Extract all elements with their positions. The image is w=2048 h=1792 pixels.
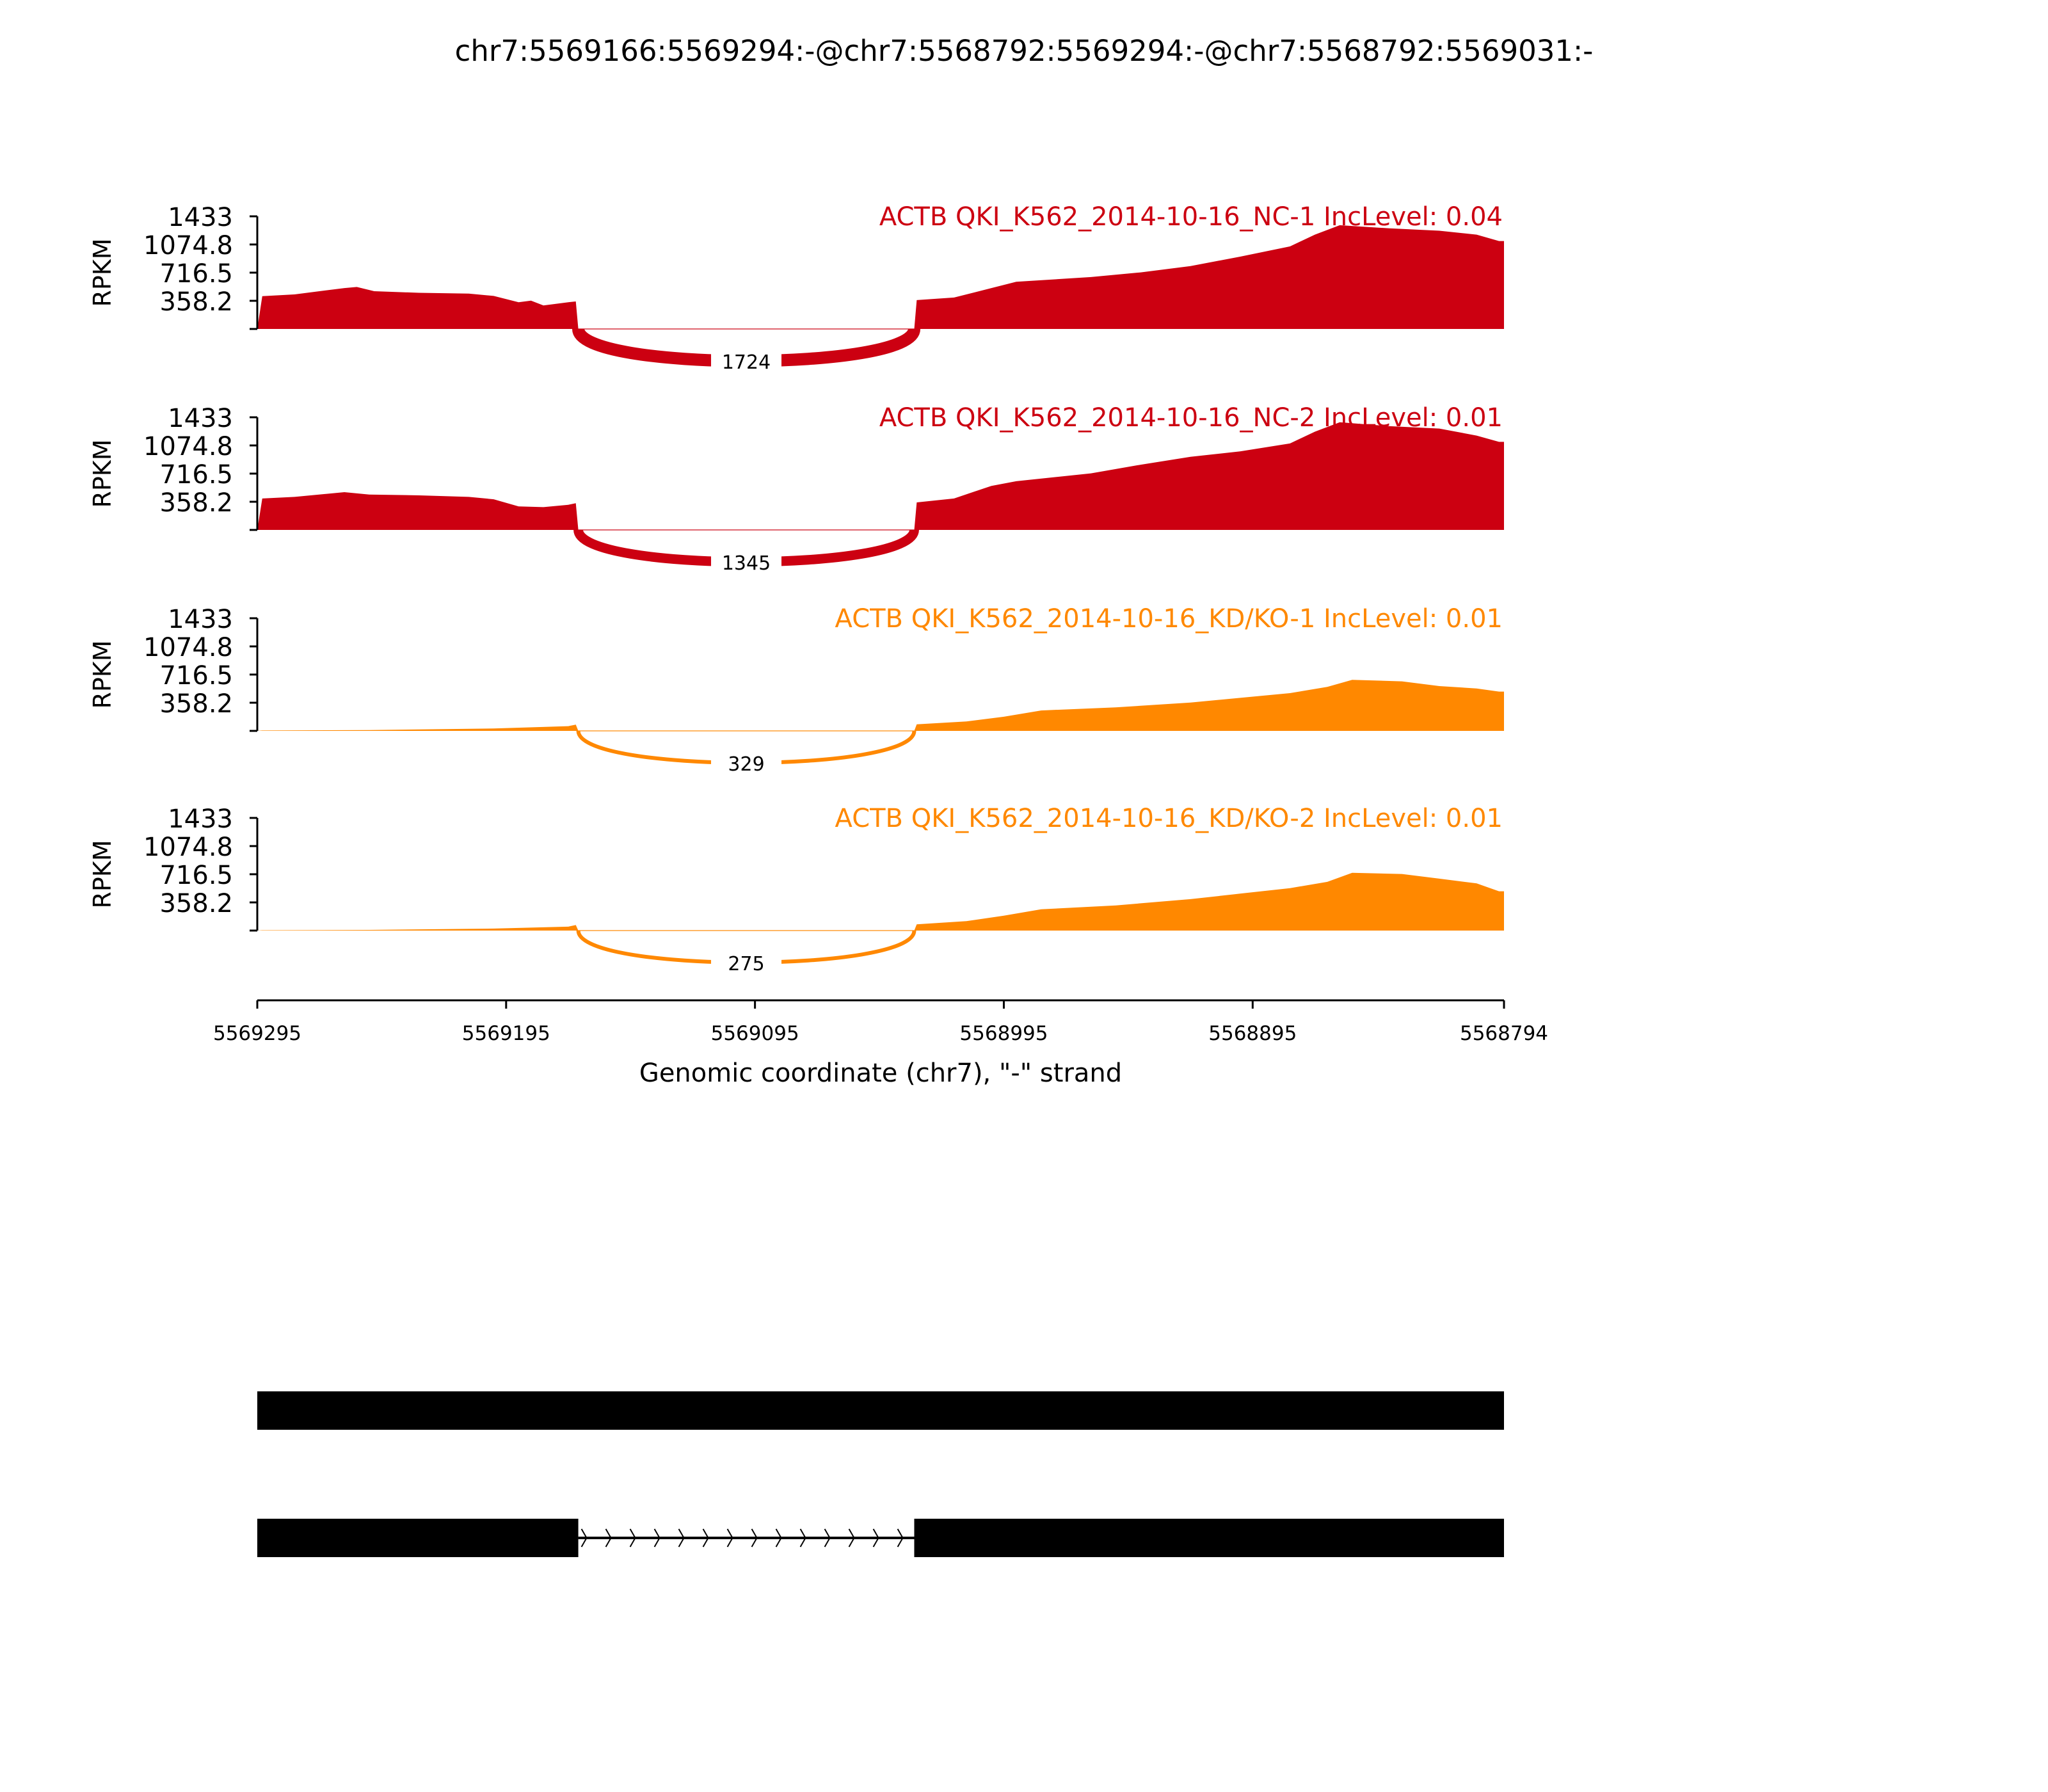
x-tick-label: 5568995 [959,1022,1048,1045]
junction-count-label: 329 [728,753,764,776]
chart-title: chr7:5569166:5569294:-@chr7:5568792:5569… [455,34,1594,68]
strand-arrow-icon [897,1528,904,1548]
transcript [257,1391,1504,1430]
y-tick-label: 1433 [168,605,233,634]
strand-arrow-icon [726,1528,733,1548]
strand-arrow-icon [653,1528,660,1548]
x-tick-label: 5569095 [711,1022,799,1045]
strand-arrow-icon [702,1528,709,1548]
y-tick-label: 716.5 [159,861,233,890]
y-tick-label: 1433 [168,404,233,433]
junction-count-label: 1345 [722,552,771,575]
y-tick-label: 1074.8 [143,633,233,662]
x-tick-label: 5569195 [462,1022,550,1045]
y-tick-label: 716.5 [159,460,233,490]
strand-arrow-icon [848,1528,855,1548]
strand-arrow-icon [824,1528,831,1548]
y-tick-label: 358.2 [159,488,233,518]
coverage-area [257,872,1504,931]
junction-label-bg [711,749,782,777]
y-axis-label: RPKM [88,640,116,708]
y-tick-label: 358.2 [159,689,233,719]
junction-count-label: 1724 [722,351,771,374]
exon-block [914,1519,1504,1557]
strand-arrow-icon [751,1528,758,1548]
sample-label: ACTB QKI_K562_2014-10-16_NC-2 IncLevel: … [879,403,1503,433]
transcript [257,1519,1504,1557]
sample-label: ACTB QKI_K562_2014-10-16_KD/KO-1 IncLeve… [835,604,1503,634]
strand-arrow-icon [605,1528,612,1548]
y-tick-label: 716.5 [159,661,233,691]
y-tick-label: 358.2 [159,287,233,317]
y-tick-label: 1074.8 [143,833,233,862]
x-tick-label: 5569295 [213,1022,301,1045]
coverage-area [257,680,1504,731]
y-tick-label: 358.2 [159,889,233,918]
y-tick-label: 1074.8 [143,432,233,461]
exon-block [257,1519,579,1557]
y-axis-label: RPKM [88,238,116,307]
strand-arrow-icon [629,1528,636,1548]
junction-count-label: 275 [728,953,764,975]
x-axis: 5569295 5569195 5569095 5568995 5568895 55687… [213,999,1548,1045]
y-axis-label: RPKM [88,439,116,508]
strand-arrow-icon [775,1528,782,1548]
junction-label-bg [711,948,782,977]
y-tick-label: 1433 [168,203,233,232]
coverage-area [257,225,1504,329]
transcript-tracks [257,1391,1504,1557]
y-tick-label: 1433 [168,804,233,834]
strand-arrow-icon [678,1528,685,1548]
junction-label-bg [711,548,782,576]
strand-arrow-icon [872,1528,879,1548]
strand-arrow-icon [799,1528,806,1548]
junction-label-bg [711,347,782,375]
x-tick-label: 5568895 [1208,1022,1297,1045]
y-tick-label: 716.5 [159,259,233,289]
x-axis-label: Genomic coordinate (chr7), "-" strand [639,1059,1122,1088]
strand-arrow-icon [580,1528,588,1548]
sample-label: ACTB QKI_K562_2014-10-16_NC-1 IncLevel: … [879,202,1503,232]
x-tick-label: 5568794 [1460,1022,1548,1045]
y-axis-label: RPKM [88,840,116,908]
sample-label: ACTB QKI_K562_2014-10-16_KD/KO-2 IncLeve… [835,804,1503,833]
coverage-area [257,422,1504,530]
exon-block [257,1391,1504,1430]
y-tick-label: 1074.8 [143,231,233,260]
